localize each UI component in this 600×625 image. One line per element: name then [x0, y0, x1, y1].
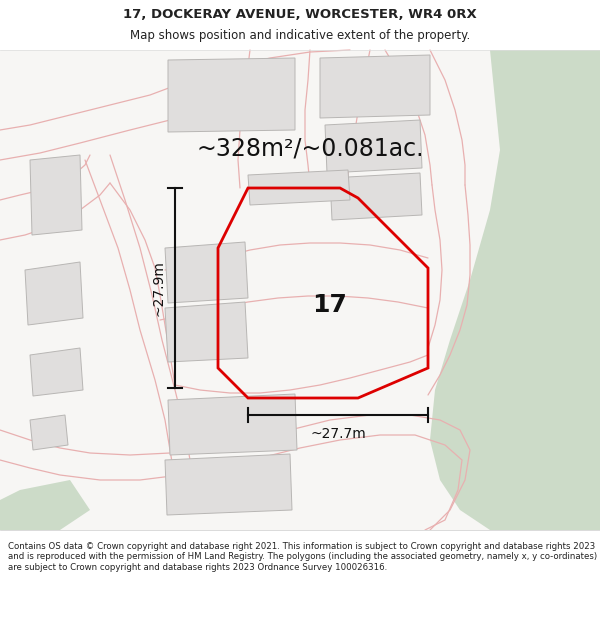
Polygon shape [165, 454, 292, 515]
Text: ~27.7m: ~27.7m [310, 427, 366, 441]
Text: Map shows position and indicative extent of the property.: Map shows position and indicative extent… [130, 29, 470, 41]
Polygon shape [30, 415, 68, 450]
Polygon shape [30, 155, 82, 235]
Polygon shape [30, 348, 83, 396]
Bar [0, 50, 600, 530]
Text: ~27.9m: ~27.9m [151, 260, 165, 316]
Text: 17, DOCKERAY AVENUE, WORCESTER, WR4 0RX: 17, DOCKERAY AVENUE, WORCESTER, WR4 0RX [123, 9, 477, 21]
Text: ~328m²/~0.081ac.: ~328m²/~0.081ac. [196, 136, 424, 160]
Polygon shape [165, 242, 248, 303]
Bar [0, 530, 600, 625]
Polygon shape [325, 120, 422, 173]
Text: 17: 17 [313, 293, 347, 317]
Polygon shape [430, 50, 600, 530]
Polygon shape [330, 173, 422, 220]
Polygon shape [25, 262, 83, 325]
Text: Contains OS data © Crown copyright and database right 2021. This information is : Contains OS data © Crown copyright and d… [8, 542, 597, 572]
Polygon shape [320, 55, 430, 118]
Polygon shape [248, 170, 350, 205]
Polygon shape [0, 480, 90, 530]
Polygon shape [168, 58, 295, 132]
Polygon shape [165, 302, 248, 362]
Polygon shape [168, 394, 297, 455]
